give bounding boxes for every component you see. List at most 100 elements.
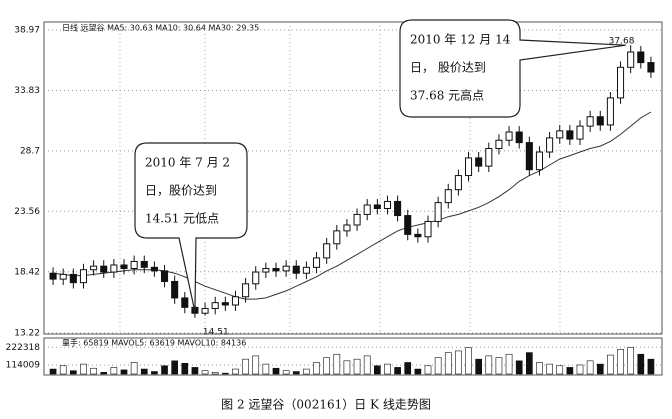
candle-body xyxy=(444,189,452,204)
volume-bar xyxy=(505,353,513,375)
callout-text: 14.51 元低点 xyxy=(145,212,219,226)
candle-body xyxy=(140,260,148,268)
volume-bar xyxy=(394,367,401,375)
candle-body xyxy=(363,204,371,215)
y-tick-label: 28.7 xyxy=(20,146,40,156)
header: 日线 远望谷 MA5: 30.63 MA10: 30.64 MA30: 29.3… xyxy=(62,23,259,33)
volume-bar xyxy=(343,360,351,375)
candle-body xyxy=(59,273,67,280)
volume-bar xyxy=(171,360,179,375)
candle-body xyxy=(647,62,655,73)
candle-body xyxy=(627,51,635,68)
volume-bar xyxy=(282,370,290,375)
candle-body xyxy=(312,257,321,268)
volume-bar xyxy=(262,363,270,375)
volume-bar xyxy=(455,350,462,375)
volume-bar xyxy=(566,367,574,375)
candle-body xyxy=(252,271,260,285)
volume-bar xyxy=(556,365,564,375)
volume-bar xyxy=(546,363,553,375)
y-tick-label: 33.83 xyxy=(14,86,40,96)
y-tick-label: 13.22 xyxy=(14,329,40,339)
candle-body xyxy=(100,265,108,273)
candle-body xyxy=(201,308,209,314)
volume-bar xyxy=(536,362,543,375)
candle-body xyxy=(211,302,219,310)
volume-bar xyxy=(363,355,371,375)
volume-bar xyxy=(191,367,199,375)
volume-bar xyxy=(100,372,108,375)
candle-body xyxy=(79,269,88,284)
candle-body xyxy=(90,265,98,271)
candle-body xyxy=(373,204,381,210)
candle-body xyxy=(110,264,118,273)
volume-bar xyxy=(130,362,138,375)
volume-bar xyxy=(637,353,645,375)
volume-bar xyxy=(353,358,361,375)
candle-body xyxy=(566,130,574,140)
volume-bar xyxy=(252,355,260,375)
candle-body xyxy=(292,265,300,274)
volume-bar xyxy=(120,369,128,375)
candle-body xyxy=(160,270,169,282)
volume-bar xyxy=(80,363,87,375)
candle-body xyxy=(535,151,544,171)
candle-body xyxy=(383,200,392,210)
volume-bar xyxy=(323,357,331,375)
point-label: 37.68 xyxy=(609,37,635,47)
callout-text: 2010 年 12 月 14 xyxy=(410,33,511,47)
volume-bar xyxy=(647,358,655,375)
candle-body xyxy=(150,266,158,272)
volume-bar xyxy=(525,352,533,375)
volume-bar xyxy=(59,365,67,375)
candle-body xyxy=(596,116,604,126)
volume-bar xyxy=(303,368,310,375)
candle-body xyxy=(231,296,240,306)
volume-bar xyxy=(333,353,341,375)
candle-body xyxy=(262,268,270,273)
candle-body xyxy=(49,272,57,280)
candle-body xyxy=(464,157,473,177)
vol-tick-label: 114009 xyxy=(6,361,41,371)
volume-bar xyxy=(434,357,442,375)
candle-body xyxy=(120,264,128,270)
volume-bar xyxy=(373,365,381,375)
candle-body xyxy=(525,142,533,171)
volume-bar xyxy=(424,365,432,375)
candle-body xyxy=(485,147,493,167)
volume-bar xyxy=(515,360,523,375)
candle-body xyxy=(616,66,625,99)
vol-tick-label: 222318 xyxy=(6,343,41,353)
candle-body xyxy=(282,265,290,272)
candle-body xyxy=(221,302,229,306)
candle-body xyxy=(606,97,614,126)
candle-body xyxy=(343,224,351,232)
callout-text: 日，股价达到 xyxy=(145,184,217,198)
candle-body xyxy=(353,213,361,226)
caption: 图 2 远望谷（002161）日 K 线走势图 xyxy=(221,398,431,412)
callout xyxy=(399,19,626,118)
callout-text: 2010 年 7 月 2 xyxy=(145,156,230,170)
volume-bar xyxy=(444,352,452,375)
volume-bar xyxy=(576,364,584,375)
candle-body xyxy=(69,273,77,284)
volume-bar xyxy=(181,362,189,375)
volume-bar xyxy=(384,363,391,375)
volume-bar xyxy=(201,370,209,375)
volume-bar xyxy=(69,370,77,375)
y-tick-label: 18.42 xyxy=(14,267,40,277)
callout xyxy=(134,142,248,312)
candle-body xyxy=(637,51,645,64)
callout-text: 日， 股价达到 xyxy=(410,61,486,75)
candle-body xyxy=(171,280,179,299)
candle-body xyxy=(333,230,341,245)
volume-bar xyxy=(627,346,635,375)
volume-bar xyxy=(49,368,57,375)
candle-body xyxy=(130,260,138,270)
volume-bar xyxy=(151,371,158,375)
volume-bar xyxy=(475,358,483,375)
volume-bar xyxy=(607,354,614,375)
volume-bar xyxy=(90,367,97,375)
candle-body xyxy=(515,131,523,144)
